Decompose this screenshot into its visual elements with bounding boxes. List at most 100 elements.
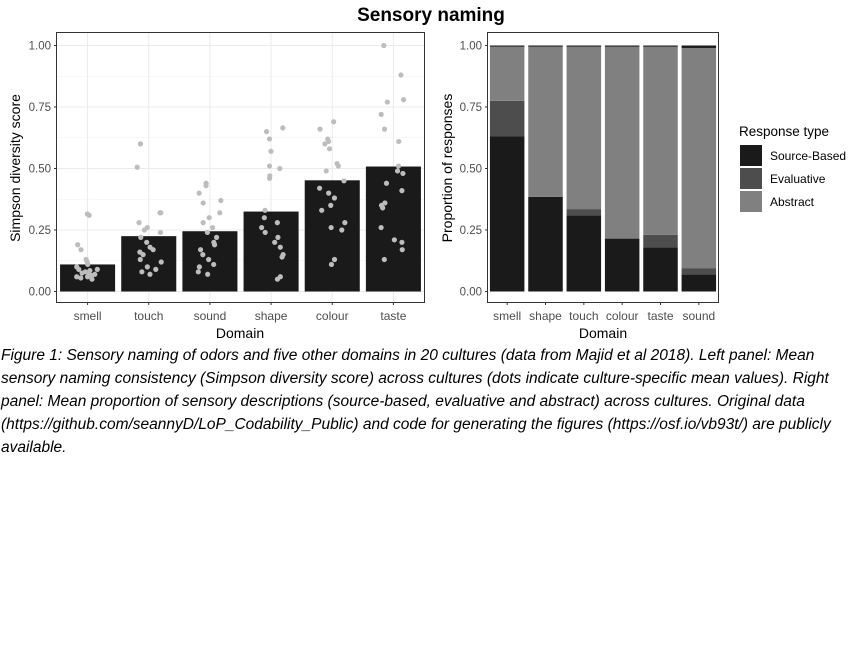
left-data-point [147,271,153,277]
right-bar-colour-source-based [604,238,640,292]
left-data-point [331,119,337,125]
left-x-axis-title: Domain [216,325,264,340]
right-bar-shape-abstract [528,46,563,197]
left-x-tick-label: colour [316,309,349,323]
figure-title: Sensory naming [357,5,505,26]
left-data-point [262,229,268,236]
left-data-point [196,190,202,196]
left-data-point [341,178,347,184]
left-data-point [280,125,286,131]
legend-label: Source-Based [770,149,846,163]
right-x-tick-label: shape [529,309,562,323]
left-data-point [275,234,281,240]
left-data-point [158,259,164,265]
left-data-point [268,148,274,154]
left-data-point [342,220,348,226]
right-x-tick-label: sound [682,309,715,323]
left-bar-touch [121,236,177,292]
legend-title: Response type [739,124,829,139]
right-panel: 0.00 0.25 0.50 0.75 1.00 smell shape touch colo… [439,32,719,340]
left-x-tick-label: smell [74,309,102,323]
left-data-point [197,247,204,253]
left-data-point [395,163,402,169]
left-x-tick-label: taste [380,309,406,323]
left-data-point [381,256,387,263]
left-y-tick-label: 0.75 [29,102,51,114]
left-data-point [317,126,323,132]
figure-caption: Figure 1: Sensory naming of odors and fi… [1,347,831,456]
left-data-point [263,129,270,135]
left-data-point [204,229,210,236]
left-data-point [217,210,223,216]
left-data-point [211,261,217,268]
right-y-tick-label: 0.50 [460,164,482,176]
left-data-point [196,264,202,270]
left-data-point [213,234,220,240]
left-data-point [272,239,278,245]
left-data-point [84,259,90,265]
right-bars [489,45,717,292]
left-y-axis-title: Simpson diversity score [7,94,23,242]
right-bar-top-remainder [489,45,525,47]
legend-swatch [740,145,762,166]
left-data-point [203,183,209,189]
right-bar-top-remainder [681,45,717,48]
legend-label: Abstract [770,195,815,209]
right-bar-top-remainder [643,45,678,47]
right-bar-colour-abstract [604,46,640,239]
left-data-point [266,175,273,181]
left-y-tick-label: 0.50 [29,164,51,176]
left-data-point [261,215,267,221]
left-data-point [325,138,332,145]
left-x-tick-label: touch [134,309,163,323]
right-y-tick-label: 1.00 [460,41,482,53]
right-bar-smell-abstract [489,46,525,101]
legend-swatch [740,191,762,212]
left-data-point [79,270,85,276]
right-bar-shape-source-based [528,196,563,292]
left-data-point [328,224,334,231]
left-data-point [400,170,406,177]
right-y-ticks: 0.00 0.25 0.50 0.75 1.00 [460,41,488,299]
left-data-point [399,239,405,245]
left-data-point [139,269,145,275]
left-data-point [200,200,206,206]
left-data-point [89,276,95,282]
left-data-point [259,224,265,231]
left-panel: 0.00 0.25 0.50 0.75 1.00 smell touch sound shap… [7,32,425,340]
right-bar-top-remainder [528,45,563,47]
right-y-tick-label: 0.00 [460,287,482,299]
left-data-point [86,271,92,277]
right-y-tick-label: 0.75 [460,102,482,114]
left-y-tick-label: 0.00 [29,287,51,299]
legend-label: Evaluative [770,172,826,186]
left-y-tick-label: 1.00 [29,41,51,53]
left-bar-taste [365,166,421,292]
left-x-tick-label: sound [194,309,227,323]
left-data-point [74,274,80,280]
left-data-point [157,229,164,236]
left-plot-frame [56,32,425,303]
legend-swatch [740,168,762,189]
left-data-point [399,247,405,253]
left-y-ticks: 0.00 0.25 0.50 0.75 1.00 [29,41,57,299]
left-data-point [137,249,143,255]
left-data-point [150,247,156,253]
left-data-point [262,207,268,213]
legend: Response type Source-Based Evaluative Abst… [739,124,846,212]
left-data-point [378,111,384,117]
left-data-point [195,269,201,275]
left-data-point [75,242,81,248]
right-bar-taste-source-based [643,247,678,292]
left-data-point [396,138,402,145]
left-data-point [274,220,280,226]
left-data-point [319,207,325,213]
left-data-point [279,254,285,260]
left-data-point [328,202,334,208]
left-data-point [380,205,386,211]
left-data-point [218,197,224,204]
left-data-point [381,126,388,132]
left-data-point [144,239,150,245]
right-bar-touch-abstract [566,46,602,210]
left-data-point [339,227,345,233]
